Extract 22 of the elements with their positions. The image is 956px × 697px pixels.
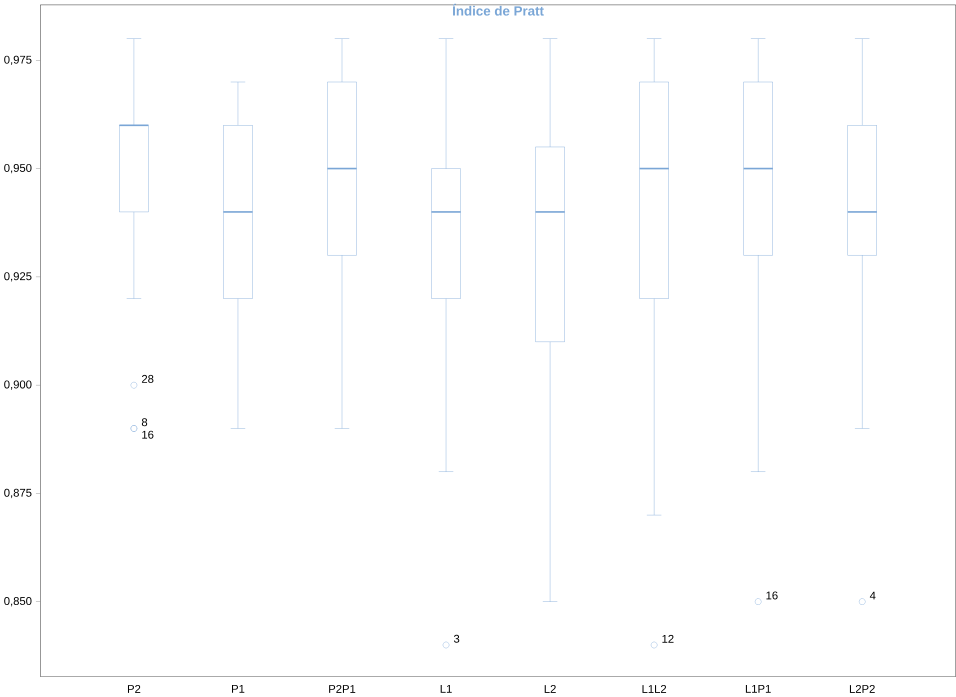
y-tick-label: 0,975 <box>4 56 32 66</box>
y-tick-label: 0,925 <box>4 272 32 282</box>
annotation: 16 <box>142 430 154 439</box>
x-tick-label: P1 <box>232 685 244 693</box>
annotation: 16 <box>766 592 778 600</box>
y-tick-label: 0,900 <box>4 380 32 390</box>
x-tick-label: L1 <box>440 685 452 693</box>
annotation: 8 <box>142 418 148 426</box>
x-tick-label: L1L2 <box>642 685 666 694</box>
y-tick-label: 0,950 <box>4 164 32 174</box>
x-tick-label: L2P2 <box>850 685 875 694</box>
annotation: 4 <box>870 592 876 600</box>
annotation: 3 <box>454 634 460 643</box>
y-tick-label: 0,850 <box>4 597 32 607</box>
x-tick-label: L1P1 <box>746 685 771 693</box>
x-tick-label: P2P1 <box>329 685 356 694</box>
annotation: 12 <box>662 635 674 643</box>
x-tick-label: L2 <box>544 685 556 694</box>
annotation: 28 <box>142 375 154 384</box>
y-tick-label: 0,875 <box>4 488 32 498</box>
chart-title: Índice de Pratt <box>452 4 544 16</box>
x-tick-label: P2 <box>128 685 140 694</box>
